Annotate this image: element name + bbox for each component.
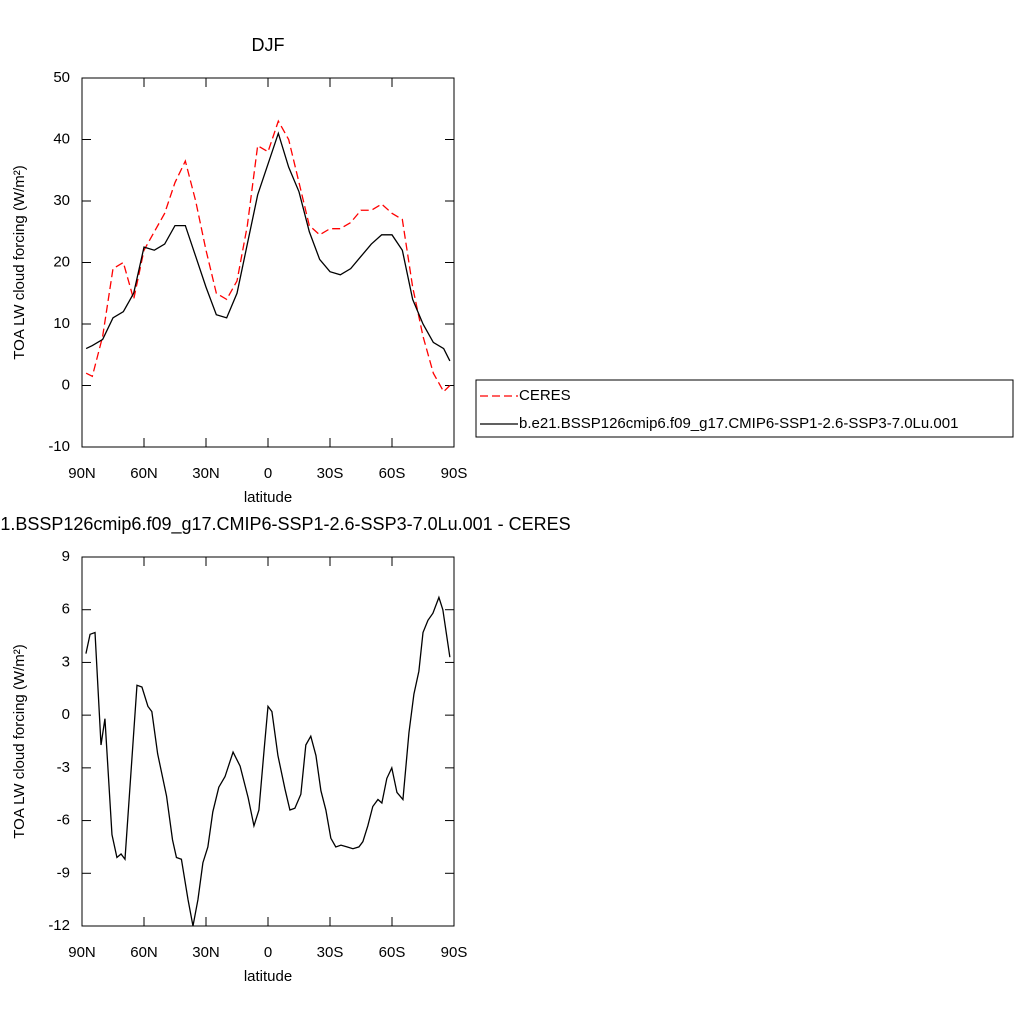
y-tick-label: 0 bbox=[62, 706, 70, 723]
legend-box bbox=[475, 379, 1014, 438]
y-tick-label: -6 bbox=[57, 812, 70, 829]
x-tick-label: 90S bbox=[441, 944, 468, 961]
data-line bbox=[85, 119, 451, 393]
x-tick-label: 30S bbox=[317, 465, 344, 482]
x-tick-label: 90S bbox=[441, 465, 468, 482]
chart-title: DJF bbox=[252, 35, 285, 55]
y-tick-label: 50 bbox=[53, 69, 70, 86]
y-tick-label: -3 bbox=[57, 759, 70, 776]
x-tick-label: 0 bbox=[264, 465, 272, 482]
y-tick-label: 0 bbox=[62, 376, 70, 393]
x-tick-label: 90N bbox=[68, 465, 96, 482]
legend-label: CERES bbox=[519, 387, 571, 404]
x-tick-label: 30N bbox=[192, 944, 220, 961]
y-tick-label: -12 bbox=[48, 917, 70, 934]
x-tick-label: 60S bbox=[379, 944, 406, 961]
x-tick-label: 60N bbox=[130, 465, 158, 482]
x-axis-label: latitude bbox=[244, 968, 292, 985]
x-tick-label: 90N bbox=[68, 944, 96, 961]
y-tick-label: 9 bbox=[62, 548, 70, 565]
x-tick-label: 60S bbox=[379, 465, 406, 482]
x-tick-label: 30S bbox=[317, 944, 344, 961]
plot-frame bbox=[81, 556, 455, 927]
y-tick-label: 6 bbox=[62, 601, 70, 618]
y-axis-label: TOA LW cloud forcing (W/m²) bbox=[11, 644, 28, 838]
plot-frame bbox=[81, 77, 455, 448]
x-tick-label: 60N bbox=[130, 944, 158, 961]
data-line bbox=[85, 595, 451, 927]
data-line bbox=[85, 131, 451, 362]
y-tick-label: 20 bbox=[53, 253, 70, 270]
y-tick-label: -9 bbox=[57, 864, 70, 881]
x-axis-label: latitude bbox=[244, 489, 292, 506]
x-tick-label: 0 bbox=[264, 944, 272, 961]
y-tick-label: 10 bbox=[53, 315, 70, 332]
y-tick-label: 3 bbox=[62, 653, 70, 670]
x-tick-label: 30N bbox=[192, 465, 220, 482]
y-tick-label: 40 bbox=[53, 130, 70, 147]
legend-label: b.e21.BSSP126cmip6.f09_g17.CMIP6-SSP1-2.… bbox=[519, 415, 958, 432]
y-tick-label: -10 bbox=[48, 438, 70, 455]
y-tick-label: 30 bbox=[53, 192, 70, 209]
y-axis-label: TOA LW cloud forcing (W/m²) bbox=[11, 165, 28, 359]
chart-title: b.e21.BSSP126cmip6.f09_g17.CMIP6-SSP1-2.… bbox=[0, 514, 571, 535]
